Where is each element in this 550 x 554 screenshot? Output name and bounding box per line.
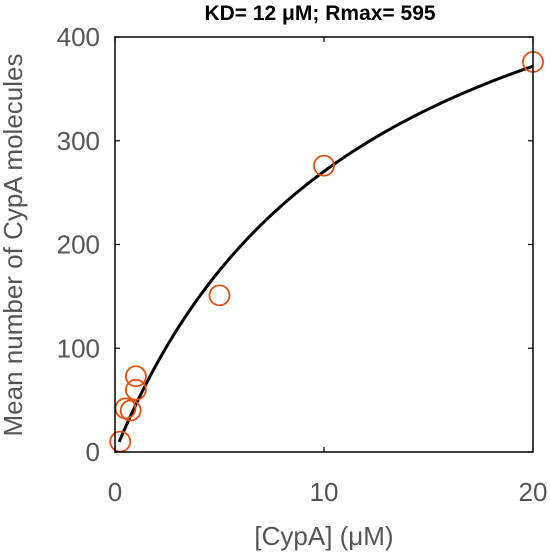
- y-tick-label: 300: [57, 126, 100, 156]
- data-point: [119, 399, 142, 422]
- y-tick-label: 0: [86, 437, 100, 467]
- y-axis-label: Mean number of CypA molecules: [0, 54, 28, 437]
- data-point: [313, 154, 335, 177]
- x-axis-label: [CypA] (μM): [254, 521, 393, 551]
- y-tick-label: 200: [57, 230, 100, 260]
- x-tick-label: 0: [108, 477, 122, 507]
- chart-title: KD= 12 μM; Rmax= 595: [204, 2, 435, 25]
- x-tick-label: 10: [310, 477, 339, 507]
- plot-frame: [114, 36, 534, 453]
- y-tick-label: 400: [57, 22, 100, 52]
- x-tick-label: 20: [519, 477, 548, 507]
- y-tick-label: 100: [57, 333, 100, 363]
- data-point: [124, 378, 147, 401]
- data-point: [124, 365, 147, 388]
- fit-curve: [117, 64, 534, 443]
- data-point: [208, 284, 231, 307]
